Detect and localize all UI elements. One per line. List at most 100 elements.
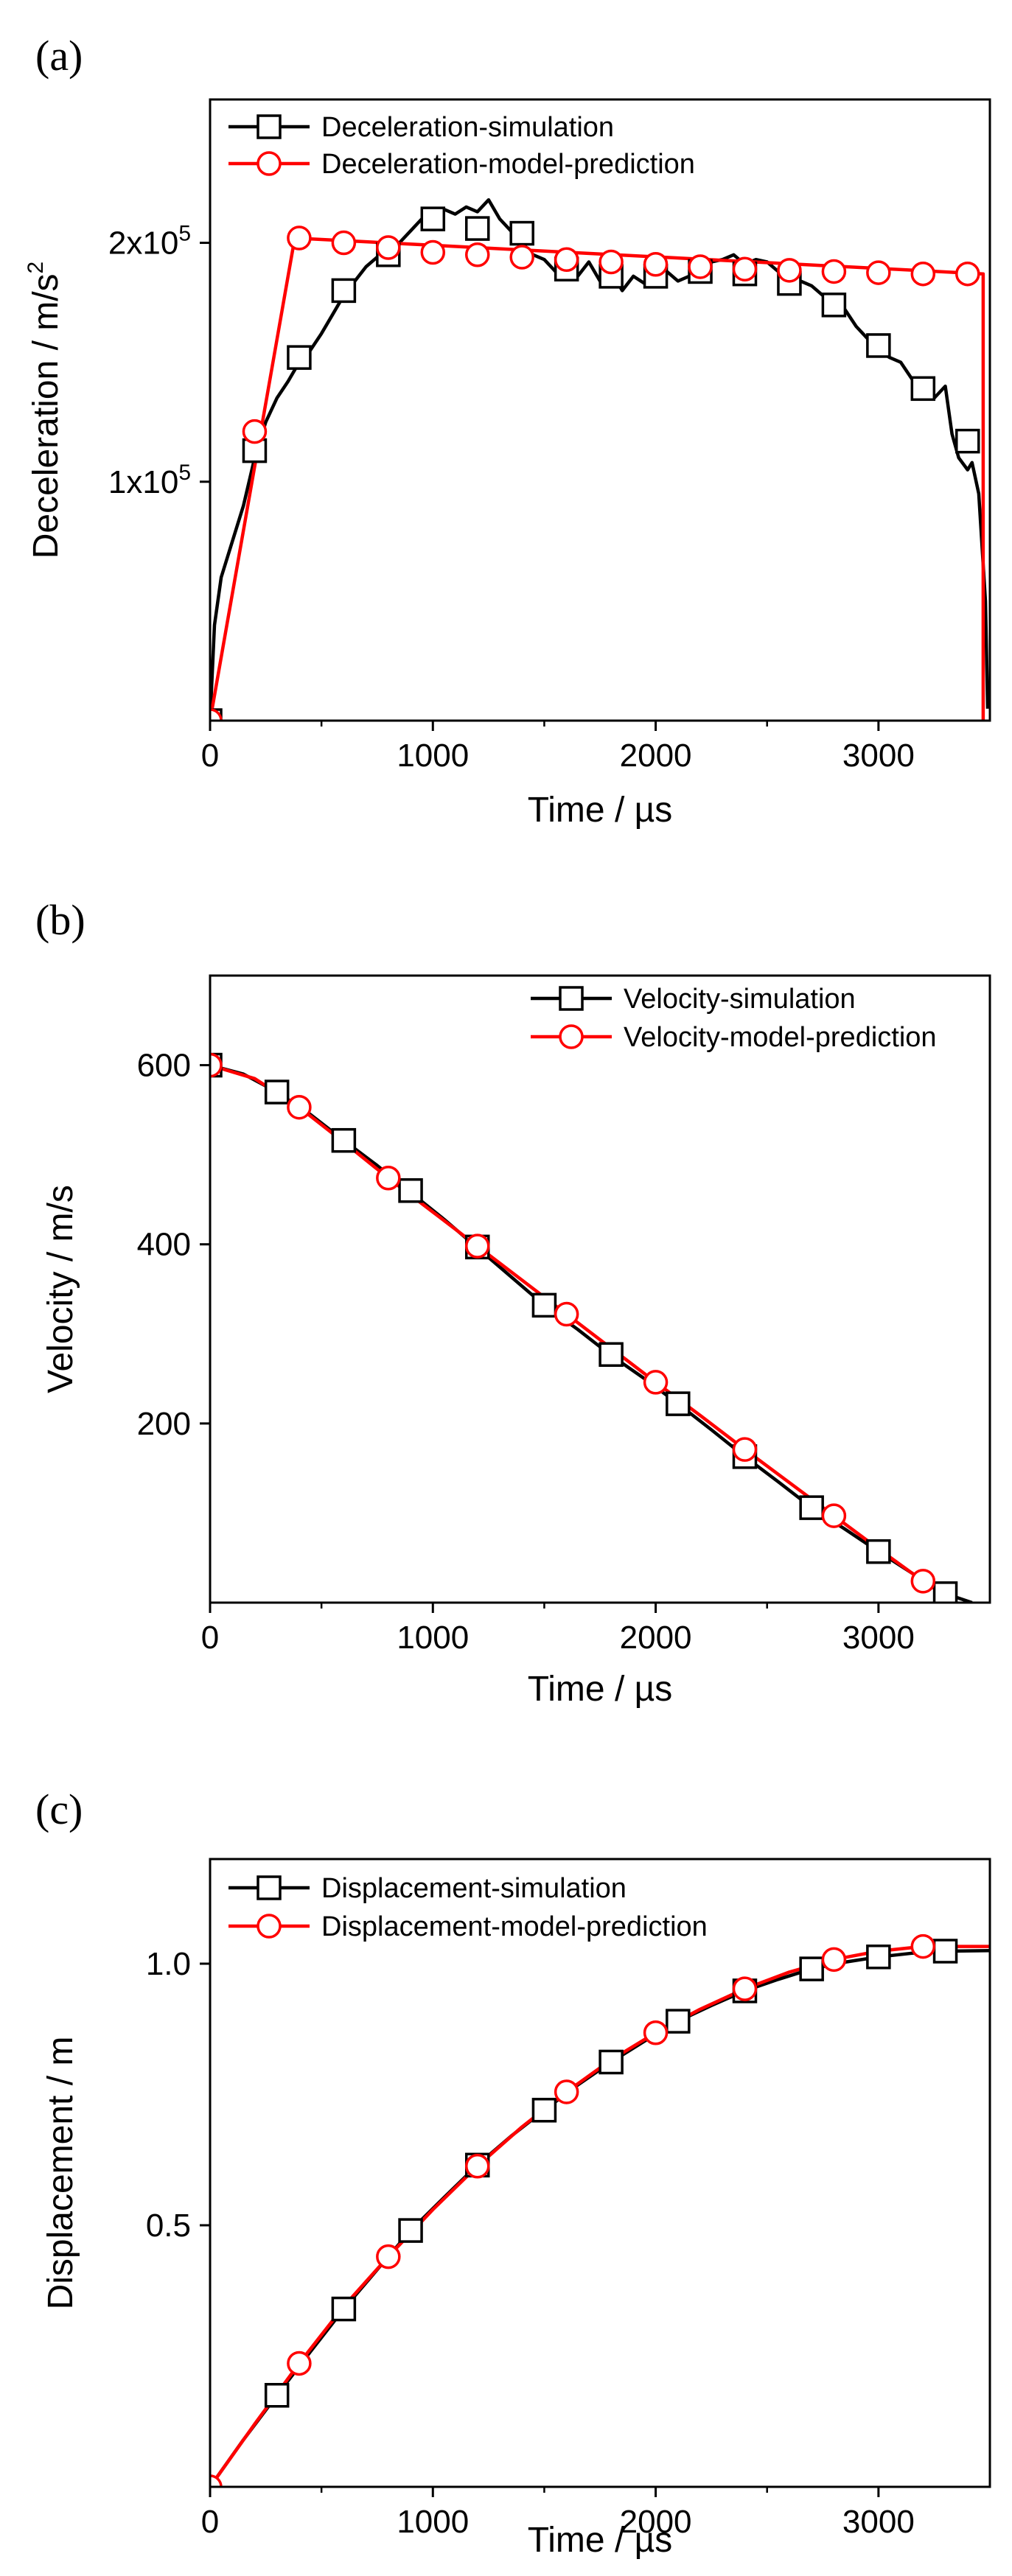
panel-b-label: (b) xyxy=(35,896,86,944)
series-2-point xyxy=(599,249,624,275)
x-tick-label: 2000 xyxy=(620,2504,692,2540)
series-1-point xyxy=(799,1495,824,1520)
legend-marker xyxy=(559,986,584,1011)
series-2-point xyxy=(287,225,312,251)
x-tick-label: 3000 xyxy=(842,1620,915,1656)
y-axis-title: Velocity / m/s xyxy=(41,1185,80,1393)
x-tick-label: 3000 xyxy=(842,2504,915,2540)
series-1-point xyxy=(331,1127,357,1153)
y-axis-title: Deceleration / m/s2 xyxy=(24,262,66,559)
series-1-point xyxy=(866,1945,891,1970)
series-2-point xyxy=(464,1233,490,1259)
x-tick-label: 3000 xyxy=(842,738,915,774)
series-line-1 xyxy=(210,1949,990,2487)
series-2-point xyxy=(376,1166,401,1191)
series-1-point xyxy=(398,1178,423,1203)
y-tick-label: 1.0 xyxy=(146,1946,191,1982)
series-1-point xyxy=(932,1939,958,1964)
series-1-point xyxy=(910,376,936,402)
series-2-point xyxy=(777,258,802,283)
series-1-point xyxy=(531,2098,557,2123)
series-1-point xyxy=(599,2049,624,2075)
series-1-point xyxy=(666,2009,691,2034)
x-tick-label: 2000 xyxy=(620,738,692,774)
series-2-point xyxy=(732,1976,758,2001)
legend-marker xyxy=(257,1875,282,1900)
series-2-point xyxy=(420,239,446,265)
series-2-point xyxy=(331,230,357,256)
series-1-point xyxy=(932,1581,958,1603)
series-2-point xyxy=(821,1503,847,1528)
series-2-point xyxy=(732,256,758,281)
series-2-point xyxy=(910,261,936,287)
series-1-point xyxy=(264,1079,290,1105)
legend-label: Displacement-model-prediction xyxy=(321,1911,708,1942)
series-2-point xyxy=(643,1370,669,1395)
series-2-point xyxy=(464,2154,490,2179)
x-axis-title: Time / µs xyxy=(528,1670,673,1709)
series-1-point xyxy=(866,1539,891,1564)
y-tick-label: 0.5 xyxy=(146,2208,191,2244)
x-tick-label: 0 xyxy=(201,2504,219,2540)
panel-c-plot-area xyxy=(210,1933,990,2487)
series-2-point xyxy=(821,1947,847,1973)
y-tick-label: 600 xyxy=(137,1048,191,1084)
series-2-point xyxy=(210,2474,223,2487)
series-2-point xyxy=(910,1569,936,1594)
series-1-point xyxy=(287,345,312,370)
series-2-point xyxy=(866,260,891,285)
series-2-point xyxy=(210,708,223,721)
series-1-point xyxy=(398,2218,423,2243)
x-tick-label: 0 xyxy=(201,1620,219,1656)
series-1-point xyxy=(599,1342,624,1367)
series-1-point xyxy=(509,220,534,246)
series-1-point xyxy=(264,2383,290,2408)
x-tick-label: 0 xyxy=(201,738,219,774)
panel-c-frame xyxy=(209,1858,991,2488)
x-axis-title: Time / µs xyxy=(528,2521,673,2560)
legend-marker xyxy=(257,1914,282,1939)
panel-b-legend: Velocity-simulation Velocity-model-predic… xyxy=(531,984,937,1053)
panel-b: (b) 0 1000 2000 3000 200 400 600 Time / µs Veloci… xyxy=(35,896,991,1709)
series-2-point xyxy=(688,254,713,279)
series-1-point xyxy=(531,1292,557,1318)
series-1-point xyxy=(821,293,847,318)
series-2-point xyxy=(910,1933,936,1959)
series-2-point xyxy=(955,261,980,287)
legend-marker xyxy=(257,114,282,139)
x-tick-label: 2000 xyxy=(620,1620,692,1656)
series-2-point xyxy=(287,1094,312,1120)
series-2-point xyxy=(554,2079,579,2104)
legend-marker xyxy=(559,1024,584,1049)
series-2-point xyxy=(643,2020,669,2045)
panel-b-frame xyxy=(209,974,991,1604)
legend-label: Displacement-simulation xyxy=(321,1873,627,1904)
panel-a: (a) 0 1000 2000 3000 1x105 2x105 Time / µs Decel… xyxy=(24,32,991,830)
series-1-point xyxy=(666,1391,691,1416)
y-axis-title: Displacement / m xyxy=(41,2037,80,2310)
series-line-2 xyxy=(210,1945,990,2487)
series-2-point xyxy=(242,419,268,444)
series-1-point xyxy=(799,1956,824,1981)
series-2-point xyxy=(554,1301,579,1327)
series-2-point xyxy=(376,235,401,260)
y-tick-label: 400 xyxy=(137,1227,191,1263)
panel-a-plot-area xyxy=(210,197,990,721)
series-1-point xyxy=(955,428,980,454)
legend-label: Deceleration-simulation xyxy=(321,112,614,143)
x-tick-label: 1000 xyxy=(397,738,469,774)
legend-label: Deceleration-model-prediction xyxy=(321,149,695,180)
series-2-point xyxy=(509,245,534,270)
series-1-point xyxy=(331,278,357,304)
panel-a-label: (a) xyxy=(35,32,83,80)
series-2-point xyxy=(732,1437,758,1462)
y-tick-label: 200 xyxy=(137,1406,191,1442)
panel-c-legend: Displacement-simulation Displacement-mode… xyxy=(228,1873,708,1942)
legend-marker xyxy=(257,151,282,176)
series-1-point xyxy=(464,216,490,241)
series-2-point xyxy=(643,251,669,277)
y-tick-label: 1x105 xyxy=(108,461,191,500)
series-1-point xyxy=(866,333,891,358)
panel-a-legend: Deceleration-simulation Deceleration-mode… xyxy=(228,112,695,180)
